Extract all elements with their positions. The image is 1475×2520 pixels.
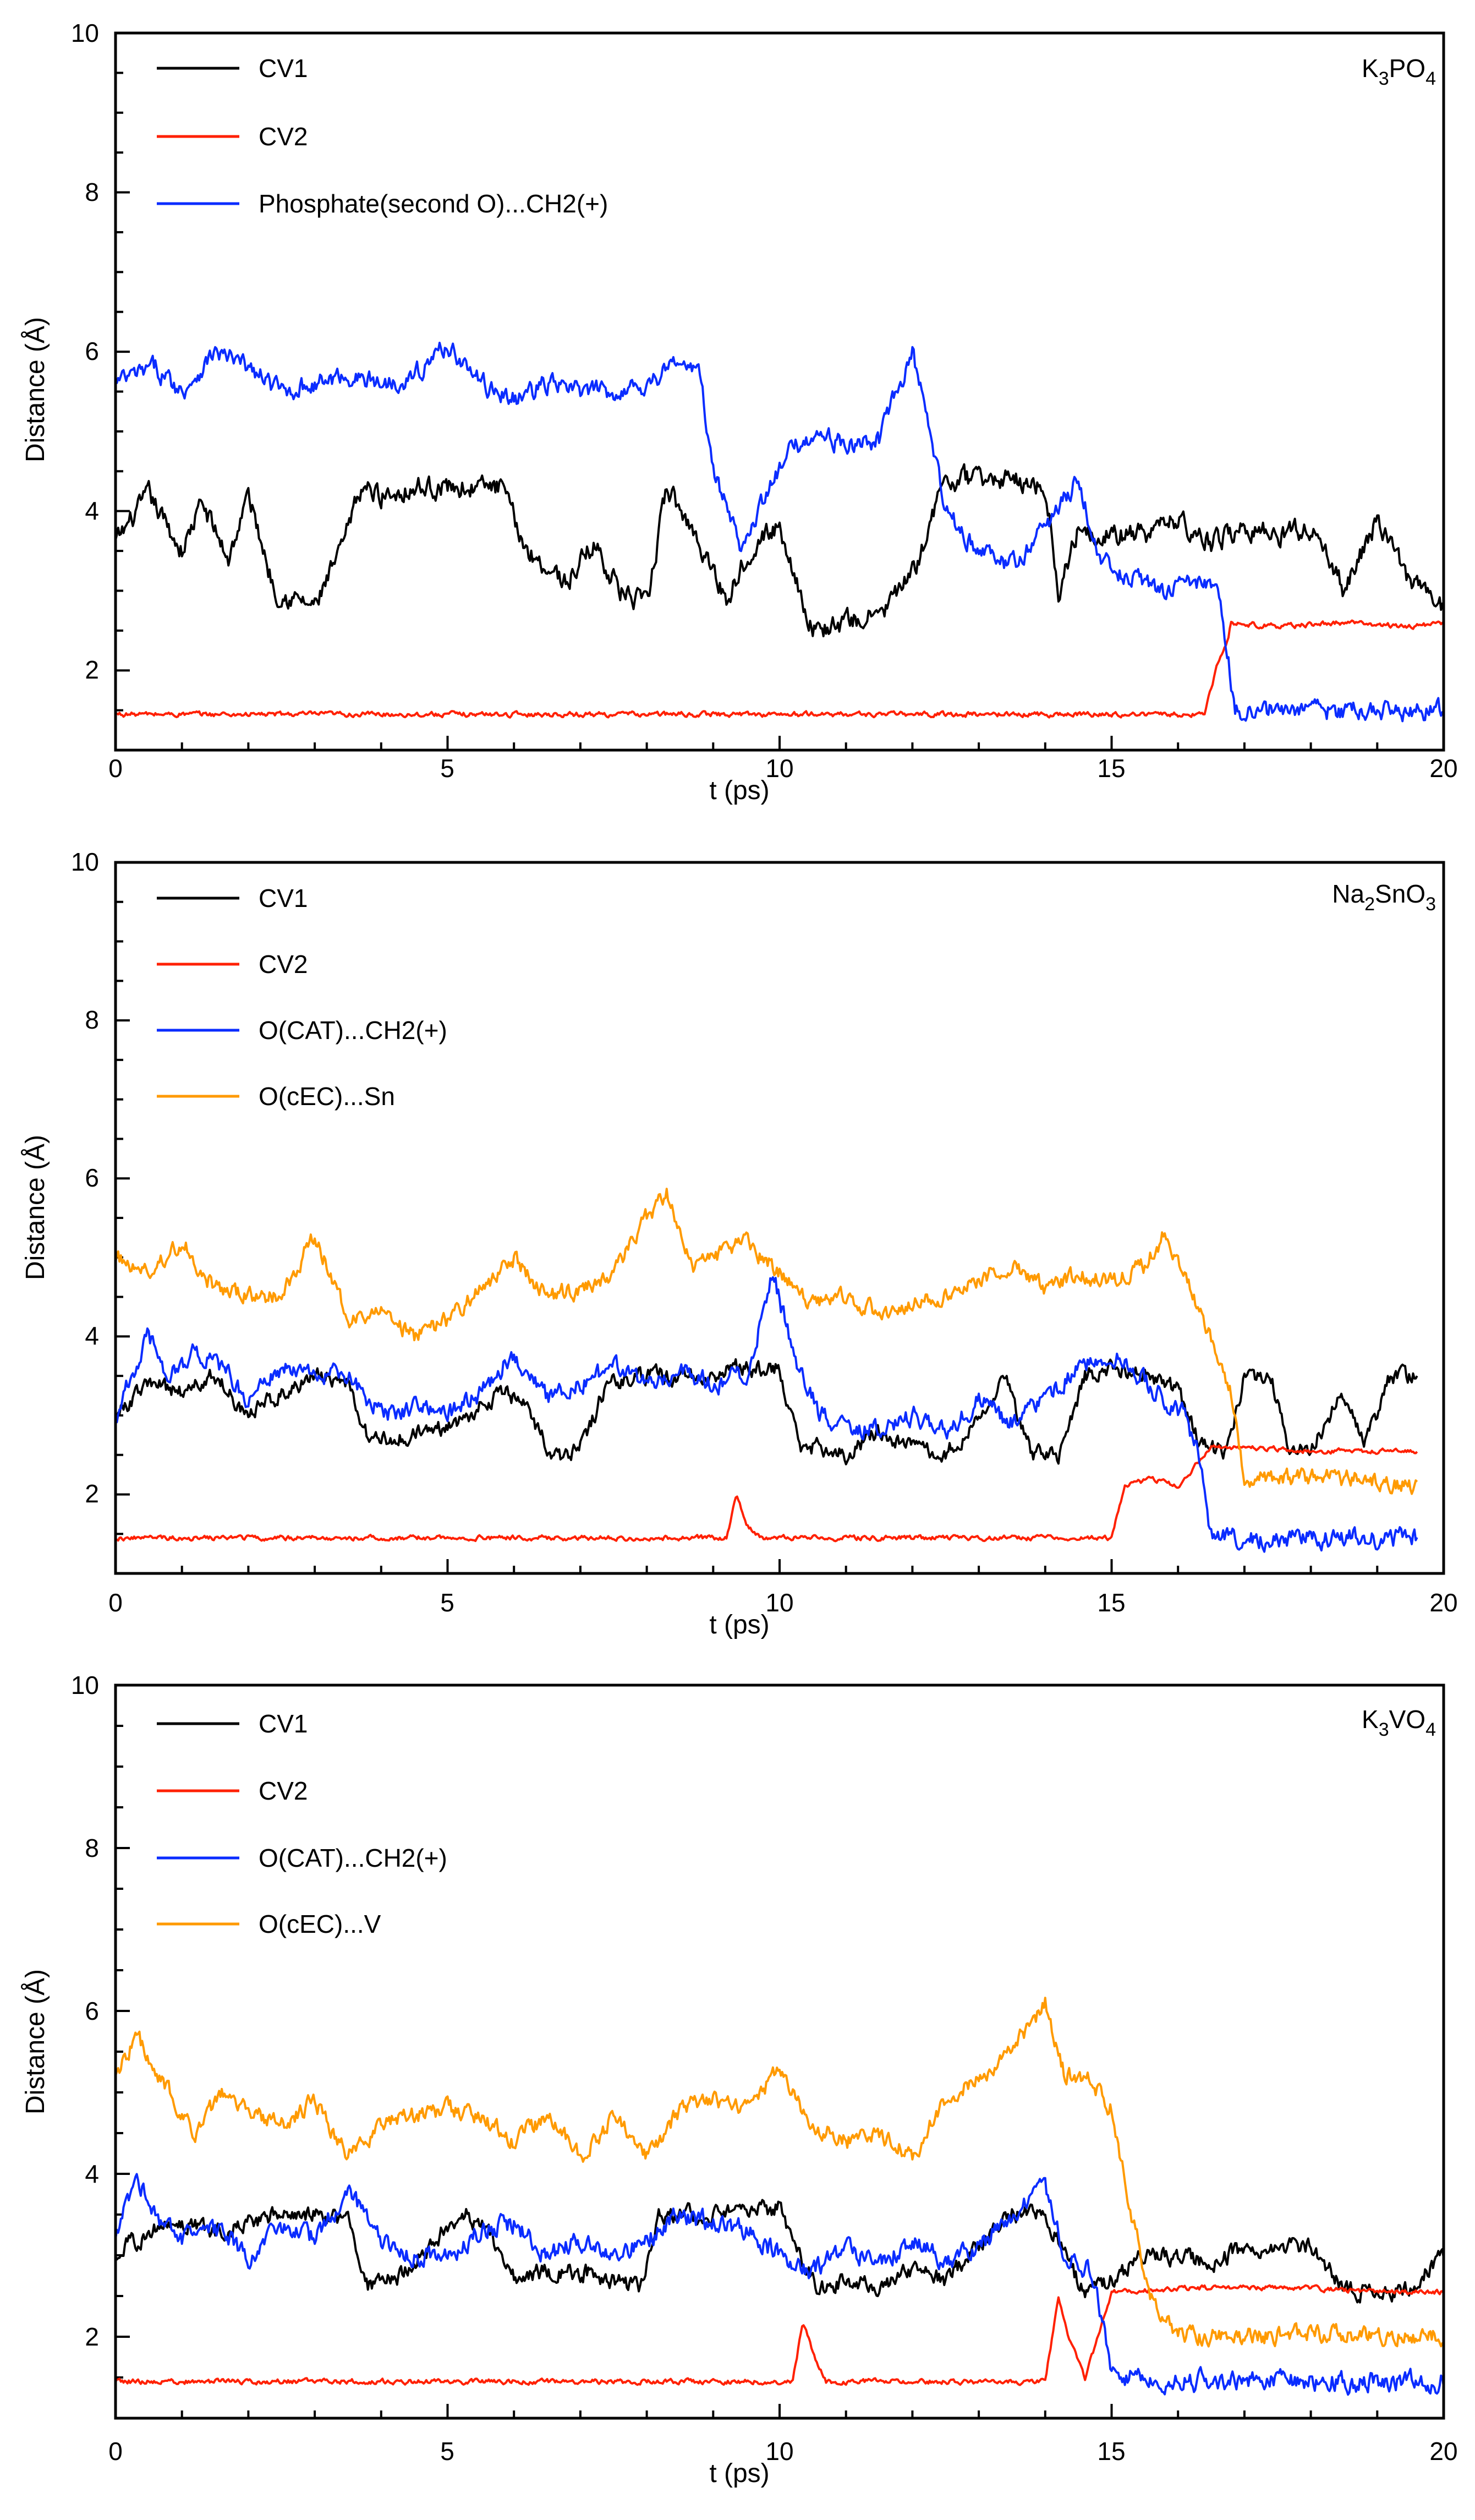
legend-label-cv1: CV1 [259, 1709, 308, 1738]
x-tick-label-20: 20 [1429, 1588, 1457, 1617]
axis-ticks [114, 861, 1445, 1573]
legend-label-ocat: O(CAT)...CH2(+) [259, 1016, 447, 1045]
series-line-o-cat-ch2 [114, 1276, 1418, 1553]
panel-na2sno3: Distance (Å) t (ps) 2 4 6 8 10 0 5 10 15… [21, 848, 1458, 1639]
x-tick-label-20: 20 [1429, 754, 1457, 783]
legend-label-phosphate: Phosphate(second O)...CH2(+) [259, 189, 608, 218]
series-lines [114, 1188, 1418, 1553]
plot-frame [114, 31, 1445, 752]
y-tick-label-6: 6 [85, 1163, 99, 1192]
x-tick-label-0: 0 [108, 754, 123, 783]
series-lines [114, 341, 1445, 723]
legend-label-ocec: O(cEC)...Sn [259, 1082, 395, 1111]
y-tick-label-2: 2 [85, 2322, 99, 2351]
y-tick-label-10: 10 [71, 1671, 99, 1699]
x-axis-label: t (ps) [709, 1610, 769, 1639]
panel-k3vo4: Distance (Å) t (ps) 2 4 6 8 10 0 5 10 15… [21, 1671, 1458, 2488]
y-tick-label-10: 10 [71, 19, 99, 47]
y-tick-label-8: 8 [85, 178, 99, 206]
series-line-phosphate-second-o-ch2 [114, 341, 1445, 723]
y-axis-label: Distance (Å) [21, 1969, 50, 2114]
x-tick-label-10: 10 [765, 754, 793, 783]
legend-label-cv2: CV2 [259, 122, 308, 151]
y-tick-label-6: 6 [85, 337, 99, 365]
x-tick-label-20: 20 [1429, 2437, 1457, 2466]
x-axis-label: t (ps) [709, 2459, 769, 2488]
y-axis-label: Distance (Å) [21, 1135, 50, 1280]
series-line-cv2 [114, 2284, 1445, 2386]
x-tick-label-10: 10 [765, 2437, 793, 2466]
axis-ticks [114, 1684, 1445, 2418]
x-tick-label-5: 5 [440, 1588, 454, 1617]
y-tick-label-4: 4 [85, 2160, 99, 2188]
series-line-o-cec-sn [114, 1188, 1418, 1495]
panel-k3po4: Distance (Å) t (ps) 2 4 6 8 10 0 5 10 15… [21, 19, 1458, 805]
y-tick-label-2: 2 [85, 1479, 99, 1508]
legend-label-ocat: O(CAT)...CH2(+) [259, 1844, 447, 1872]
y-tick-label-8: 8 [85, 1834, 99, 1862]
panel-label-k3po4: K3PO4 [1362, 54, 1436, 89]
y-tick-label-2: 2 [85, 655, 99, 684]
legend-label-cv2: CV2 [259, 950, 308, 979]
plot-frame [114, 1683, 1445, 2420]
panel-label-k3vo4: K3VO4 [1362, 1705, 1436, 1740]
legend: CV1 CV2 O(CAT)...CH2(+) O(cEC)...V [157, 1709, 447, 1938]
legend-label-cv2: CV2 [259, 1776, 308, 1805]
plot-frame [114, 861, 1445, 1575]
y-tick-label-8: 8 [85, 1005, 99, 1034]
series-line-o-cat-ch2 [114, 2173, 1445, 2396]
panel-label-na2sno3: Na2SnO3 [1332, 879, 1436, 915]
legend: CV1 CV2 Phosphate(second O)...CH2(+) [157, 54, 608, 218]
series-line-o-cec-v [114, 1997, 1445, 2348]
x-tick-label-0: 0 [108, 1588, 123, 1617]
legend-label-cv1: CV1 [259, 54, 308, 83]
y-tick-label-4: 4 [85, 496, 99, 525]
y-tick-label-6: 6 [85, 1997, 99, 2025]
axis-ticks [114, 32, 1445, 750]
series-line-cv1 [114, 1358, 1418, 1466]
y-tick-label-4: 4 [85, 1321, 99, 1350]
series-line-cv2 [115, 1444, 1418, 1543]
series-line-cv2 [115, 619, 1444, 719]
series-line-cv1 [114, 2199, 1445, 2304]
legend: CV1 CV2 O(CAT)...CH2(+) O(cEC)...Sn [157, 884, 447, 1111]
x-tick-label-0: 0 [108, 2437, 123, 2466]
x-tick-label-15: 15 [1097, 754, 1125, 783]
series-line-cv1 [114, 463, 1445, 637]
x-tick-label-15: 15 [1097, 2437, 1125, 2466]
legend-label-cv1: CV1 [259, 884, 308, 912]
legend-label-ocec: O(cEC)...V [259, 1910, 381, 1938]
x-tick-label-15: 15 [1097, 1588, 1125, 1617]
x-tick-label-5: 5 [440, 754, 454, 783]
y-tick-label-10: 10 [71, 848, 99, 876]
y-axis-label: Distance (Å) [21, 317, 50, 462]
x-tick-label-5: 5 [440, 2437, 454, 2466]
x-tick-label-10: 10 [765, 1588, 793, 1617]
series-lines [114, 1997, 1445, 2396]
x-axis-label: t (ps) [709, 776, 769, 805]
